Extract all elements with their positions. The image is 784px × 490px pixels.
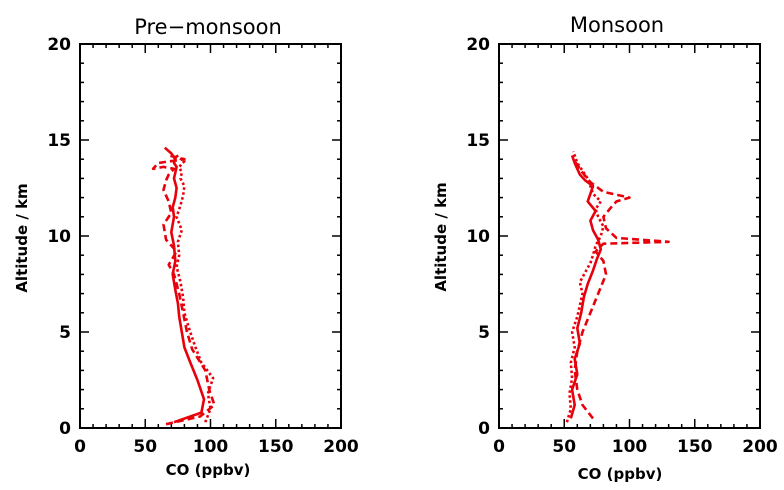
y-tick-label: 5 bbox=[59, 323, 71, 343]
y-tick-labels: 0 5 10 15 20 bbox=[466, 35, 490, 439]
y-tick-label: 0 bbox=[59, 419, 71, 439]
series-line-dotted bbox=[565, 151, 605, 423]
x-tick-label: 0 bbox=[74, 437, 86, 457]
x-tick-labels: 0 50 100 150 200 bbox=[74, 437, 359, 457]
series-line-solid bbox=[163, 146, 206, 424]
series-line-dotted bbox=[174, 152, 215, 423]
x-tick-labels: 0 50 100 150 200 bbox=[493, 437, 778, 457]
y-axis-label: Altitude / km bbox=[13, 183, 31, 292]
y-axis-label: Altitude / km bbox=[432, 182, 450, 291]
x-axis-label: CO (ppbv) bbox=[166, 461, 251, 479]
x-tick-label: 200 bbox=[742, 437, 778, 457]
y-tick-label: 10 bbox=[47, 227, 71, 247]
x-tick-label: 150 bbox=[677, 437, 713, 457]
series-line-dashed bbox=[573, 160, 670, 420]
y-tick-label: 20 bbox=[466, 35, 490, 55]
axis-ticks bbox=[79, 43, 342, 429]
series-group bbox=[565, 151, 670, 423]
chart-title: Monsoon bbox=[570, 13, 664, 37]
x-tick-label: 100 bbox=[193, 437, 229, 457]
y-tick-label: 15 bbox=[466, 131, 490, 151]
series-line-solid bbox=[569, 154, 603, 419]
x-tick-label: 100 bbox=[612, 437, 648, 457]
chart-title: Pre−monsoon bbox=[134, 15, 282, 39]
x-tick-label: 150 bbox=[258, 437, 294, 457]
y-tick-label: 0 bbox=[478, 419, 490, 439]
x-tick-label: 200 bbox=[323, 437, 359, 457]
y-tick-labels: 0 5 10 15 20 bbox=[47, 35, 71, 439]
plot-frame bbox=[79, 43, 342, 429]
series-group bbox=[151, 146, 216, 426]
monsoon-panel: Monsoon Altitude / km CO (ppbv) 0 50 100… bbox=[432, 13, 778, 483]
y-tick-label: 20 bbox=[47, 35, 71, 55]
y-tick-label: 10 bbox=[466, 227, 490, 247]
y-tick-label: 15 bbox=[47, 131, 71, 151]
x-tick-label: 50 bbox=[552, 437, 576, 457]
x-axis-label: CO (ppbv) bbox=[578, 465, 663, 483]
plot-frame bbox=[498, 43, 761, 429]
x-tick-label: 0 bbox=[493, 437, 505, 457]
axis-ticks bbox=[498, 43, 761, 429]
y-tick-label: 5 bbox=[478, 323, 490, 343]
x-tick-label: 50 bbox=[133, 437, 157, 457]
series-line-dashed bbox=[151, 154, 216, 426]
pre-monsoon-panel: Pre−monsoon Altitude / km CO (ppbv) 0 50… bbox=[13, 15, 359, 479]
